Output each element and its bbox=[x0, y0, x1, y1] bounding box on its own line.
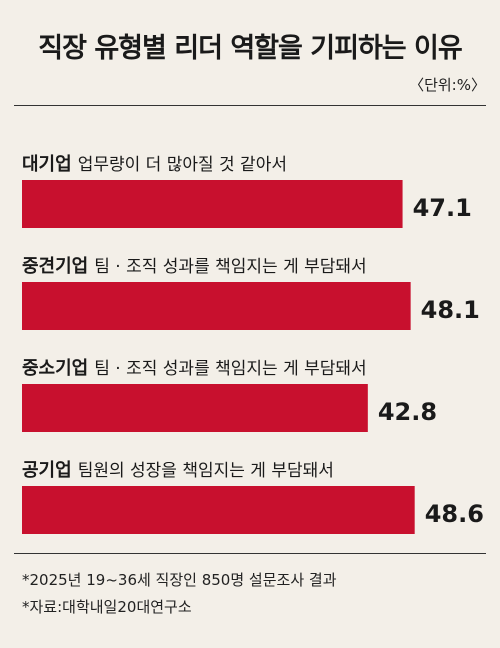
bottom-divider bbox=[14, 553, 486, 554]
bar-label-0: 대기업 업무량이 더 많아질 것 같아서 bbox=[22, 154, 287, 175]
bar-2 bbox=[22, 384, 368, 432]
bar-0 bbox=[22, 180, 403, 228]
bar-label-group-1: 중견기업 bbox=[22, 256, 88, 277]
bar-label-3: 공기업 팀원의 성장을 책임지는 게 부담돼서 bbox=[22, 460, 334, 481]
bar-label-reason-2: 팀 · 조직 성과를 책임지는 게 부담돼서 bbox=[94, 359, 366, 379]
value-label-3: 48.6 bbox=[425, 500, 484, 528]
bar-label-reason-3: 팀원의 성장을 책임지는 게 부담돼서 bbox=[78, 461, 334, 481]
bar-3 bbox=[22, 486, 415, 534]
bar-label-group-3: 공기업 bbox=[22, 460, 72, 481]
footnote-source: *자료:대학내일20대연구소 bbox=[22, 598, 192, 616]
bar-label-2: 중소기업 팀 · 조직 성과를 책임지는 게 부담돼서 bbox=[22, 358, 367, 379]
value-label-1: 48.1 bbox=[421, 296, 480, 324]
footnote-survey: *2025년 19~36세 직장인 850명 설문조사 결과 bbox=[22, 571, 337, 589]
bar-label-reason-0: 업무량이 더 많아질 것 같아서 bbox=[78, 155, 287, 175]
bar-1 bbox=[22, 282, 411, 330]
value-label-2: 42.8 bbox=[378, 398, 437, 426]
bar-label-group-0: 대기업 bbox=[22, 154, 72, 175]
bar-label-group-2: 중소기업 bbox=[22, 358, 88, 379]
unit-label: 〈단위:%〉 bbox=[409, 76, 486, 94]
bar-label-reason-1: 팀 · 조직 성과를 책임지는 게 부담돼서 bbox=[94, 257, 366, 277]
value-label-0: 47.1 bbox=[413, 194, 472, 222]
bar-label-1: 중견기업 팀 · 조직 성과를 책임지는 게 부담돼서 bbox=[22, 256, 367, 277]
top-divider bbox=[14, 105, 486, 106]
chart-title: 직장 유형별 리더 역할을 기피하는 이유 bbox=[38, 33, 462, 64]
